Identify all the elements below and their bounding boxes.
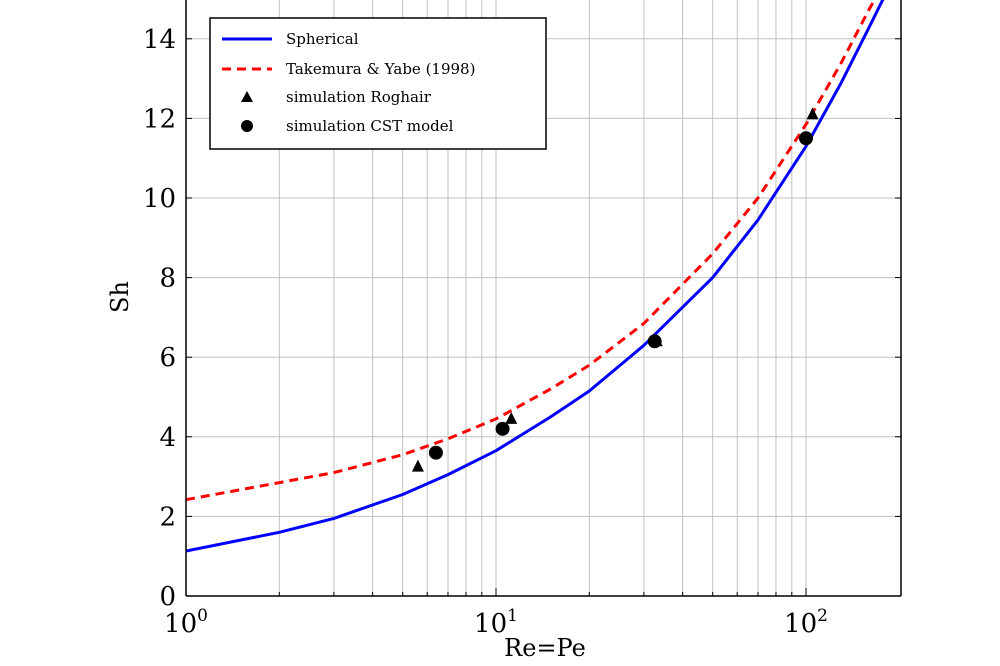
y-tick-label: 12: [143, 104, 176, 134]
roghair-point: [806, 107, 819, 120]
roghair-point: [505, 411, 518, 424]
legend-label-takemura: Takemura & Yabe (1998): [286, 60, 475, 78]
series-line-1: [186, 0, 877, 502]
x-tick-label-exponent: 1: [507, 606, 518, 626]
x-tick-label: 100: [164, 606, 208, 639]
legend-label-cst: simulation CST model: [286, 117, 454, 135]
cst-point: [428, 445, 443, 460]
legend: Spherical Takemura & Yabe (1998) simulat…: [209, 17, 547, 150]
roghair-point: [411, 459, 424, 472]
series-line-0: [186, 0, 885, 553]
y-tick-label: 8: [159, 264, 176, 294]
legend-label-roghair: simulation Roghair: [286, 88, 432, 106]
y-tick-label: 14: [143, 25, 176, 55]
y-axis-title: Sh: [106, 281, 134, 313]
x-tick-label-base: 10: [164, 609, 197, 639]
ticks: [186, 38, 901, 597]
y-tick-label: 0: [159, 582, 176, 612]
x-tick-label-base: 10: [474, 609, 507, 639]
cst-point: [495, 421, 510, 436]
series-layer: [186, 0, 885, 553]
y-tick-label: 2: [159, 502, 176, 532]
cst-point: [799, 131, 813, 146]
x-tick-label: 101: [474, 606, 518, 639]
y-tick-label: 6: [159, 343, 176, 373]
x-tick-label: 102: [784, 606, 828, 639]
x-tick-label-exponent: 2: [817, 606, 828, 626]
legend-swatch-roghair-triangle: [241, 91, 253, 102]
y-tick-label: 4: [159, 423, 176, 453]
cst-point: [647, 334, 662, 349]
plot-frame: [185, 0, 902, 597]
legend-swatch-cst-circle: [241, 120, 253, 132]
x-axis-title: Re=Pe: [504, 634, 586, 662]
legend-label-spherical: Spherical: [286, 30, 359, 48]
x-tick-label-exponent: 0: [197, 606, 208, 626]
x-tick-label-base: 10: [784, 609, 817, 639]
y-tick-label: 10: [143, 184, 176, 214]
